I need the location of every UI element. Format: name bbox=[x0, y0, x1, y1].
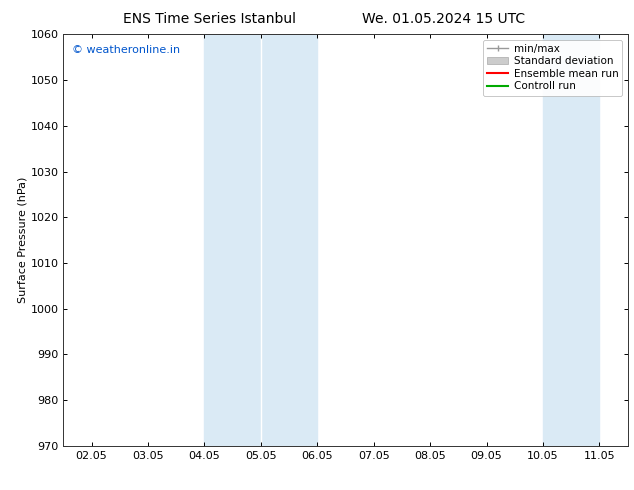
Bar bbox=[204, 34, 261, 446]
Legend: min/max, Standard deviation, Ensemble mean run, Controll run: min/max, Standard deviation, Ensemble me… bbox=[483, 40, 623, 96]
Text: We. 01.05.2024 15 UTC: We. 01.05.2024 15 UTC bbox=[362, 12, 526, 26]
Y-axis label: Surface Pressure (hPa): Surface Pressure (hPa) bbox=[18, 177, 28, 303]
Bar bbox=[543, 34, 600, 446]
Text: ENS Time Series Istanbul: ENS Time Series Istanbul bbox=[123, 12, 295, 26]
Text: © weatheronline.in: © weatheronline.in bbox=[72, 45, 180, 54]
Bar bbox=[261, 34, 317, 446]
